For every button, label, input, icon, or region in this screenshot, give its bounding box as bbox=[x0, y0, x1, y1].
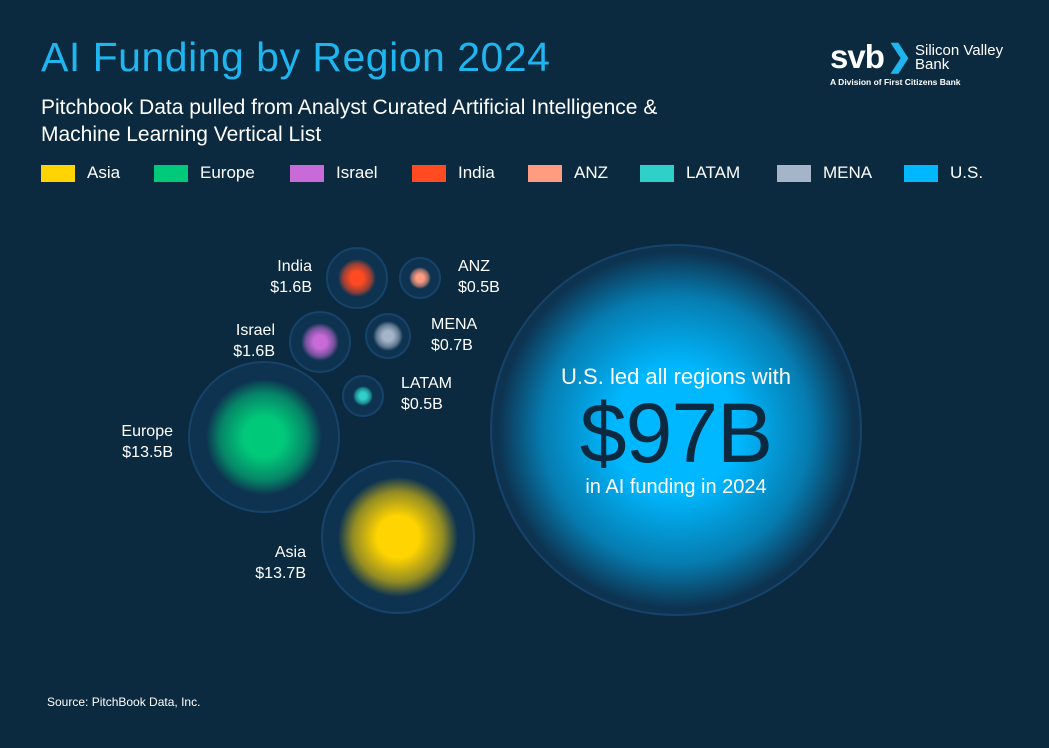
label-anz: ANZ $0.5B bbox=[458, 258, 500, 296]
legend-item-latam: LATAM bbox=[640, 163, 777, 183]
legend-label: MENA bbox=[823, 163, 873, 182]
label-israel: Israel $1.6B bbox=[233, 322, 275, 360]
bubble-latam bbox=[353, 386, 373, 406]
legend-item-india: India bbox=[412, 163, 528, 183]
legend-label: U.S. bbox=[950, 163, 984, 182]
legend-swatch bbox=[290, 164, 324, 182]
us-annotation-value: $97B bbox=[579, 386, 773, 480]
source-note: Source: PitchBook Data, Inc. bbox=[47, 695, 201, 709]
label-india: India $1.6B bbox=[270, 258, 312, 296]
chart-subtitle: Pitchbook Data pulled from Analyst Curat… bbox=[41, 96, 658, 146]
bubble-mena bbox=[373, 321, 403, 351]
bubble-europe bbox=[206, 379, 322, 495]
bubble-israel bbox=[301, 323, 339, 361]
legend-item-us: U.S. bbox=[904, 163, 983, 183]
legend: Asia Europe Israel India ANZ LATAM MENA … bbox=[41, 163, 983, 183]
legend-item-europe: Europe bbox=[154, 163, 290, 183]
logo-name-1: Silicon Valley bbox=[915, 42, 1004, 59]
legend-label: LATAM bbox=[686, 163, 741, 182]
label-asia: Asia $13.7B bbox=[255, 544, 306, 582]
logo-name-2: Bank bbox=[915, 56, 950, 73]
legend-label: ANZ bbox=[574, 163, 608, 182]
chart-title: AI Funding by Region 2024 bbox=[41, 34, 551, 80]
legend-item-israel: Israel bbox=[290, 163, 412, 183]
logo-mark: svb bbox=[830, 38, 885, 75]
bubble-us bbox=[498, 252, 854, 608]
logo-division: A Division of First Citizens Bank bbox=[830, 77, 961, 87]
legend-swatch bbox=[904, 164, 938, 182]
bubble-asia bbox=[338, 477, 458, 597]
legend-label: India bbox=[458, 163, 495, 182]
legend-label: Israel bbox=[336, 163, 378, 182]
label-mena: MENA $0.7B bbox=[431, 316, 478, 354]
legend-item-mena: MENA bbox=[777, 163, 904, 183]
legend-swatch bbox=[41, 164, 75, 182]
label-latam: LATAM $0.5B bbox=[401, 375, 452, 413]
bubble-anz bbox=[409, 267, 431, 289]
svb-logo: svb ❯ Silicon Valley Bank A Division of Fir… bbox=[830, 38, 1004, 88]
legend-label: Asia bbox=[87, 163, 121, 182]
legend-swatch bbox=[528, 164, 562, 182]
legend-swatch bbox=[640, 164, 674, 182]
legend-swatch bbox=[777, 164, 811, 182]
bubble-india bbox=[338, 259, 376, 297]
legend-item-asia: Asia bbox=[41, 163, 154, 183]
us-annotation-line1: U.S. led all regions with bbox=[561, 364, 791, 389]
label-europe: Europe $13.5B bbox=[121, 423, 173, 461]
chevron-right-icon: ❯ bbox=[886, 40, 913, 73]
legend-label: Europe bbox=[200, 163, 255, 182]
us-annotation-line3: in AI funding in 2024 bbox=[585, 476, 767, 498]
legend-swatch bbox=[154, 164, 188, 182]
legend-swatch bbox=[412, 164, 446, 182]
legend-item-anz: ANZ bbox=[528, 163, 640, 183]
